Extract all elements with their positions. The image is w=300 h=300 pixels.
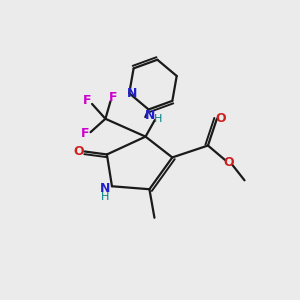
Text: F: F [81, 127, 89, 140]
Text: H: H [101, 192, 110, 202]
Text: F: F [83, 94, 91, 107]
Text: H: H [154, 115, 162, 124]
Text: F: F [109, 91, 117, 103]
Text: O: O [224, 156, 234, 169]
Text: N: N [100, 182, 111, 195]
Text: O: O [216, 112, 226, 125]
Text: N: N [126, 87, 137, 100]
Text: O: O [74, 145, 84, 158]
Text: N: N [145, 109, 155, 122]
